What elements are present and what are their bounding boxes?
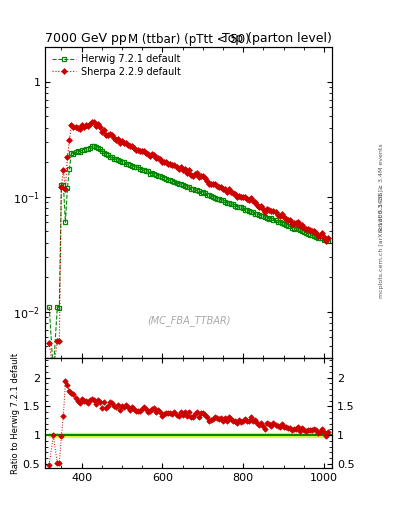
Herwig 7.2.1 default [176, 180, 181, 186]
Text: mcplots.cern.ch [arXiv:1306.3436]: mcplots.cern.ch [arXiv:1306.3436] [379, 189, 384, 297]
Sherpa 2.2.9 default [225, 189, 230, 195]
Y-axis label: Ratio to Herwig 7.2.1 default: Ratio to Herwig 7.2.1 default [11, 352, 20, 474]
Sherpa 2.2.9 default [156, 155, 161, 161]
Sherpa 2.2.9 default [94, 123, 98, 129]
Sherpa 2.2.9 default [176, 166, 181, 173]
Herwig 7.2.1 default [156, 173, 161, 179]
Herwig 7.2.1 default [326, 238, 331, 244]
Herwig 7.2.1 default [47, 304, 51, 310]
Sherpa 2.2.9 default [89, 119, 94, 125]
Sherpa 2.2.9 default [267, 207, 272, 213]
Herwig 7.2.1 default [94, 144, 98, 151]
Text: 7000 GeV pp: 7000 GeV pp [45, 32, 127, 45]
Title: M (ttbar) (pTtt < 50): M (ttbar) (pTtt < 50) [128, 33, 250, 46]
Sherpa 2.2.9 default [150, 151, 154, 157]
Herwig 7.2.1 default [150, 170, 154, 176]
Line: Sherpa 2.2.9 default: Sherpa 2.2.9 default [47, 120, 330, 374]
Sherpa 2.2.9 default [47, 340, 51, 346]
Herwig 7.2.1 default [225, 200, 230, 206]
Herwig 7.2.1 default [267, 216, 272, 222]
Herwig 7.2.1 default [51, 369, 56, 375]
Text: Top (parton level): Top (parton level) [222, 32, 332, 45]
Text: Rivet 3.1.10, ≥ 3.4M events: Rivet 3.1.10, ≥ 3.4M events [379, 143, 384, 231]
Legend: Herwig 7.2.1 default, Sherpa 2.2.9 default: Herwig 7.2.1 default, Sherpa 2.2.9 defau… [50, 52, 183, 79]
Line: Herwig 7.2.1 default: Herwig 7.2.1 default [47, 144, 330, 374]
Text: (MC_FBA_TTBAR): (MC_FBA_TTBAR) [147, 315, 230, 326]
Sherpa 2.2.9 default [326, 235, 331, 241]
Sherpa 2.2.9 default [51, 369, 56, 375]
Herwig 7.2.1 default [91, 143, 96, 149]
